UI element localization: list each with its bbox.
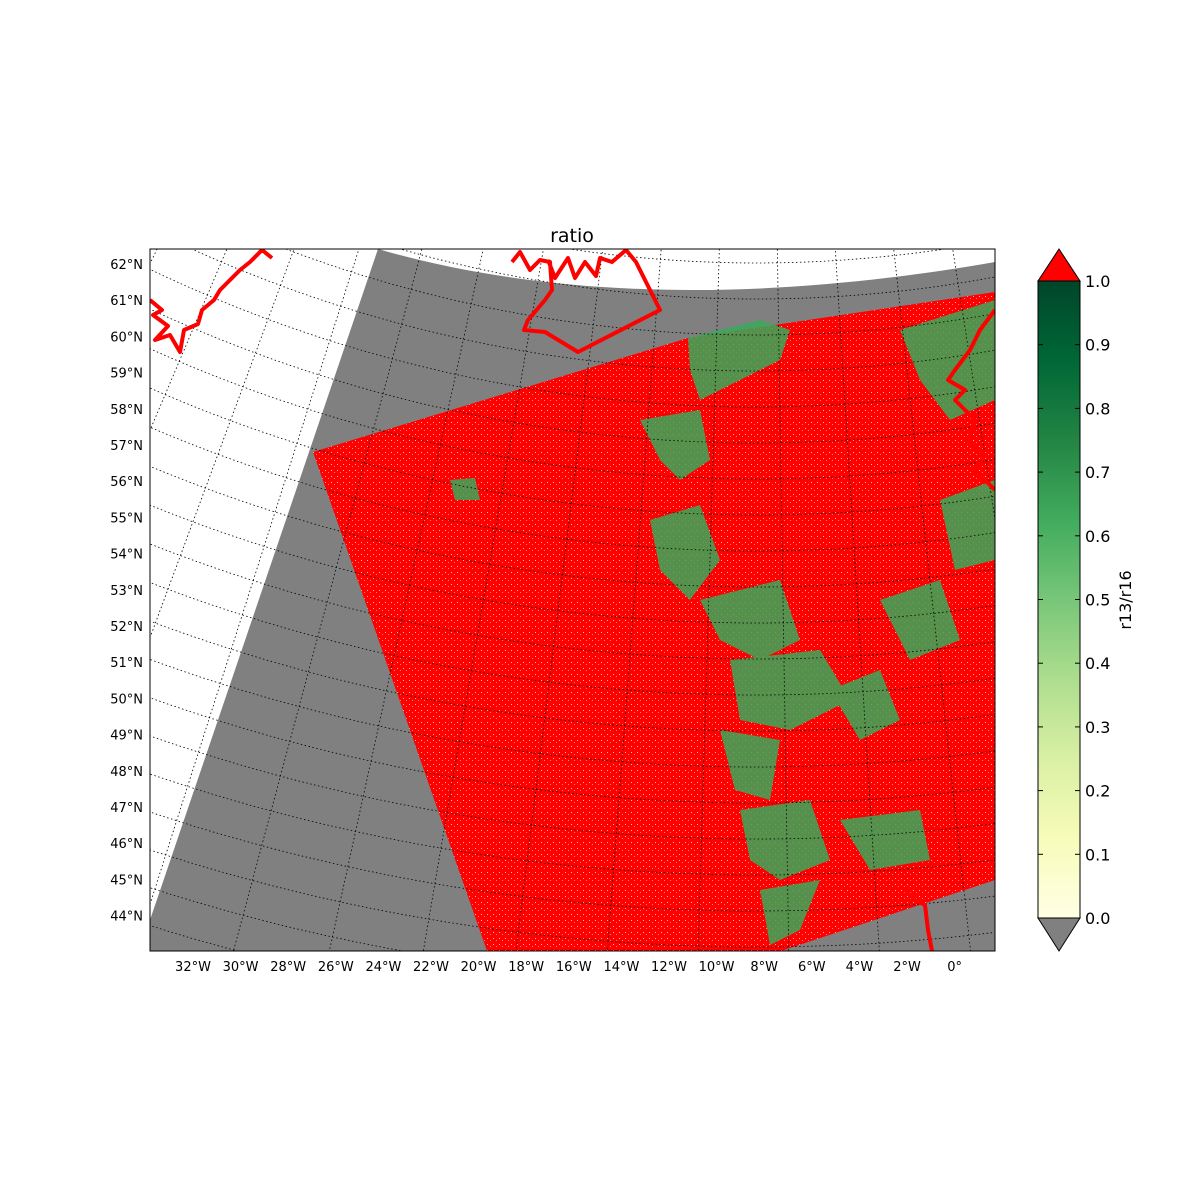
latitude-label: 52°N [110,620,143,635]
colorbar: 0.0 0.1 0.2 0.3 0.4 0.5 0.6 0.7 0.8 0.9 1.0 r13/r1… [1037,248,1135,952]
latitude-label: 46°N [110,837,143,852]
longitude-label: 18°W [508,960,544,975]
longitude-label: 14°W [603,960,639,975]
colorbar-tick-label: 0.0 [1085,909,1110,928]
colorbar-tick-label: 0.1 [1085,845,1110,864]
latitude-label: 44°N [110,910,143,925]
latitude-label: 55°N [110,511,143,526]
latitude-label: 51°N [110,656,143,671]
iceland-coastline [510,249,662,354]
longitude-label: 28°W [270,960,306,975]
parallel-line [150,387,995,516]
meridian-line [150,249,295,639]
meridian-line [0,0,137,711]
parallel-line [14,0,1131,119]
coastlines [150,249,995,951]
latitude-label: 56°N [110,475,143,490]
colorbar-label: r13/r16 [1116,570,1135,629]
parallel-line [0,0,1143,155]
longitude-label: 24°W [365,960,401,975]
france-coastline [903,888,934,951]
latitude-label: 48°N [110,765,143,780]
longitude-label: 20°W [461,960,497,975]
colorbar-over-extension [1037,248,1081,282]
colorbar-tick-label: 0.3 [1085,718,1110,737]
latitude-label: 58°N [110,403,143,418]
parallel-line [0,0,1167,227]
colorbar-tick-label: 0.4 [1085,654,1110,673]
colorbar-tick-label: 0.2 [1085,782,1110,801]
longitude-label: 4°W [846,960,874,975]
latitude-label: 53°N [110,584,143,599]
map-panel [0,0,1200,967]
latitude-label: 57°N [110,439,143,454]
meridian-line [834,249,880,951]
parallel-line [150,773,995,876]
parallel-line [150,543,995,660]
longitude-label: 30°W [223,960,259,975]
latitude-label: 54°N [110,548,143,563]
latitude-label: 62°N [110,258,143,273]
meridian-line [0,0,95,656]
longitude-label: 32°W [175,960,211,975]
meridian-line [697,249,720,951]
latitude-labels: 62°N 61°N 60°N 59°N 58°N 57°N 56°N 55°N 54°N 53°N… [110,258,143,925]
colorbar-tick-label: 1.0 [1085,272,1110,291]
ratio-patches [450,300,995,945]
longitude-label: 0° [947,960,962,975]
colorbar-tick-label: 0.8 [1085,399,1110,418]
parallel-line [398,249,995,300]
meridian-line [0,0,14,537]
longitude-labels: 32°W 30°W 28°W 26°W 24°W 22°W 20°W 18°W 16°W 14°W… [175,960,962,975]
parallel-line [567,249,948,264]
parallel-line [284,249,995,336]
longitude-label: 10°W [699,960,735,975]
map-frame [149,248,996,952]
map-title: ratio [550,225,594,247]
longitude-label: 8°W [750,960,778,975]
latitude-label: 59°N [110,367,143,382]
colorbar-tick-label: 0.5 [1085,591,1110,610]
colorbar-tick-label: 0.9 [1085,336,1110,355]
graticule [0,0,1200,967]
colorbar-under-extension [1037,917,1081,952]
latitude-label: 61°N [110,294,143,309]
colorbar-tick-label: 0.7 [1085,463,1110,482]
latitude-label: 47°N [110,801,143,816]
parallel-line [150,348,995,480]
meridian-line [1131,55,1200,937]
latitude-label: 50°N [110,692,143,707]
longitude-label: 26°W [318,960,354,975]
longitude-label: 12°W [651,960,687,975]
longitude-label: 22°W [413,960,449,975]
latitude-label: 60°N [110,330,143,345]
meridian-line [0,0,54,598]
meridian-line [606,249,662,951]
meridian-line [1082,71,1200,967]
longitude-label: 2°W [893,960,921,975]
norway-coastline [946,308,995,492]
longitude-label: 6°W [798,960,826,975]
parallel-line [0,0,1155,191]
meridian-line [328,249,484,951]
parallel-line [150,582,995,696]
longitude-label: 16°W [556,960,592,975]
greenland-coastline [150,249,274,354]
colorbar-tick-label: 0.6 [1085,527,1110,546]
colorbar-ticks: 0.0 0.1 0.2 0.3 0.4 0.5 0.6 0.7 0.8 0.9 1.0 [1038,272,1110,928]
latitude-label: 45°N [110,873,143,888]
latitude-label: 49°N [110,729,143,744]
colorbar-gradient [1038,281,1080,918]
parallel-line [150,735,995,840]
satellite-swath [313,292,995,951]
